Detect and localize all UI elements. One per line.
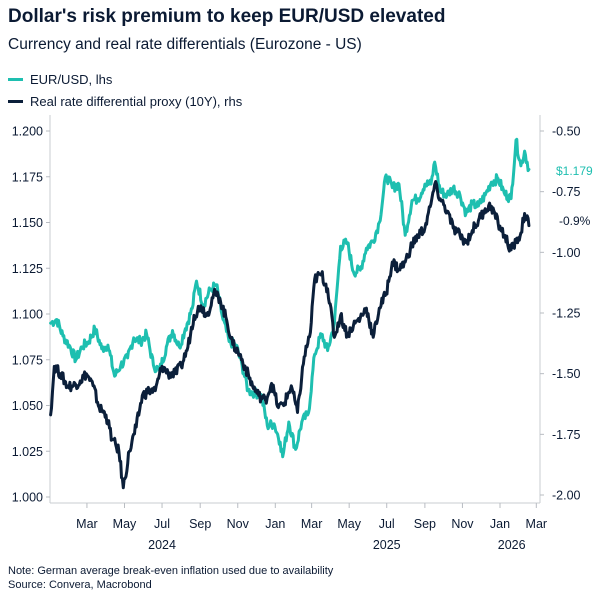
left-tick-label: 1.075 — [12, 353, 43, 367]
legend-label-real-rate: Real rate differential proxy (10Y), rhs — [30, 93, 243, 109]
chart-subtitle: Currency and real rate differentials (Eu… — [8, 36, 362, 53]
x-tick-label: Nov — [451, 517, 474, 531]
x-tick-label: Sep — [414, 517, 436, 531]
axes: 1.200 1.175 1.150 1.125 1.100 1.075 1.050 1.025… — [12, 115, 581, 552]
x-year-label: 2026 — [498, 538, 526, 552]
legend-item-eurusd: EUR/USD, lhs — [8, 68, 242, 90]
x-tick-label: Jan — [265, 517, 285, 531]
eurusd-end-label: $1.179 — [556, 164, 593, 178]
eurusd-line — [49, 137, 531, 459]
x-tick-label: May — [337, 517, 361, 531]
legend-swatch-eurusd — [8, 77, 23, 81]
legend-item-real-rate: Real rate differential proxy (10Y), rhs — [8, 90, 242, 112]
x-year-label: 2025 — [373, 538, 401, 552]
x-tick-label: Mar — [301, 517, 323, 531]
x-tick-label: Nov — [227, 517, 250, 531]
right-tick-label: -2.00 — [552, 489, 581, 503]
x-tick-label: Sep — [189, 517, 211, 531]
left-tick-label: 1.125 — [12, 262, 43, 276]
x-year-label: 2024 — [148, 538, 176, 552]
end-labels: $1.179 -0.9% — [556, 164, 593, 228]
right-tick-label: -1.00 — [552, 246, 581, 260]
left-tick-label: 1.200 — [12, 125, 43, 139]
x-tick-label: Mar — [76, 517, 98, 531]
right-tick-label: -0.50 — [552, 125, 581, 139]
legend-label-eurusd: EUR/USD, lhs — [30, 71, 113, 87]
x-tick-label: Jan — [490, 517, 510, 531]
series-lines — [49, 137, 531, 490]
left-tick-label: 1.175 — [12, 170, 43, 184]
chart-footer: Note: German average break-even inflatio… — [8, 564, 333, 592]
left-tick-label: 1.150 — [12, 216, 43, 230]
source-note: Source: Convera, Macrobond — [8, 579, 152, 591]
x-tick-label: Jul — [154, 517, 170, 531]
x-tick-label: Mar — [526, 517, 548, 531]
real-rate-end-label: -0.9% — [559, 214, 591, 228]
right-tick-label: -0.75 — [552, 185, 581, 199]
right-tick-label: -1.50 — [552, 367, 581, 381]
x-tick-label: Jul — [379, 517, 395, 531]
left-tick-label: 1.000 — [12, 491, 43, 505]
right-tick-label: -1.75 — [552, 428, 581, 442]
footnote: Note: German average break-even inflatio… — [8, 565, 334, 577]
left-tick-label: 1.100 — [12, 308, 43, 322]
left-tick-label: 1.025 — [12, 445, 43, 459]
left-tick-label: 1.050 — [12, 399, 43, 413]
legend: EUR/USD, lhs Real rate differential prox… — [8, 68, 242, 112]
real-rate-line — [49, 180, 531, 490]
legend-swatch-real-rate — [8, 99, 23, 103]
chart-title: Dollar's risk premium to keep EUR/USD el… — [8, 6, 446, 27]
right-tick-label: -1.25 — [552, 307, 581, 321]
line-chart: 1.200 1.175 1.150 1.125 1.100 1.075 1.050 1.025… — [12, 115, 593, 552]
x-tick-label: May — [113, 517, 137, 531]
